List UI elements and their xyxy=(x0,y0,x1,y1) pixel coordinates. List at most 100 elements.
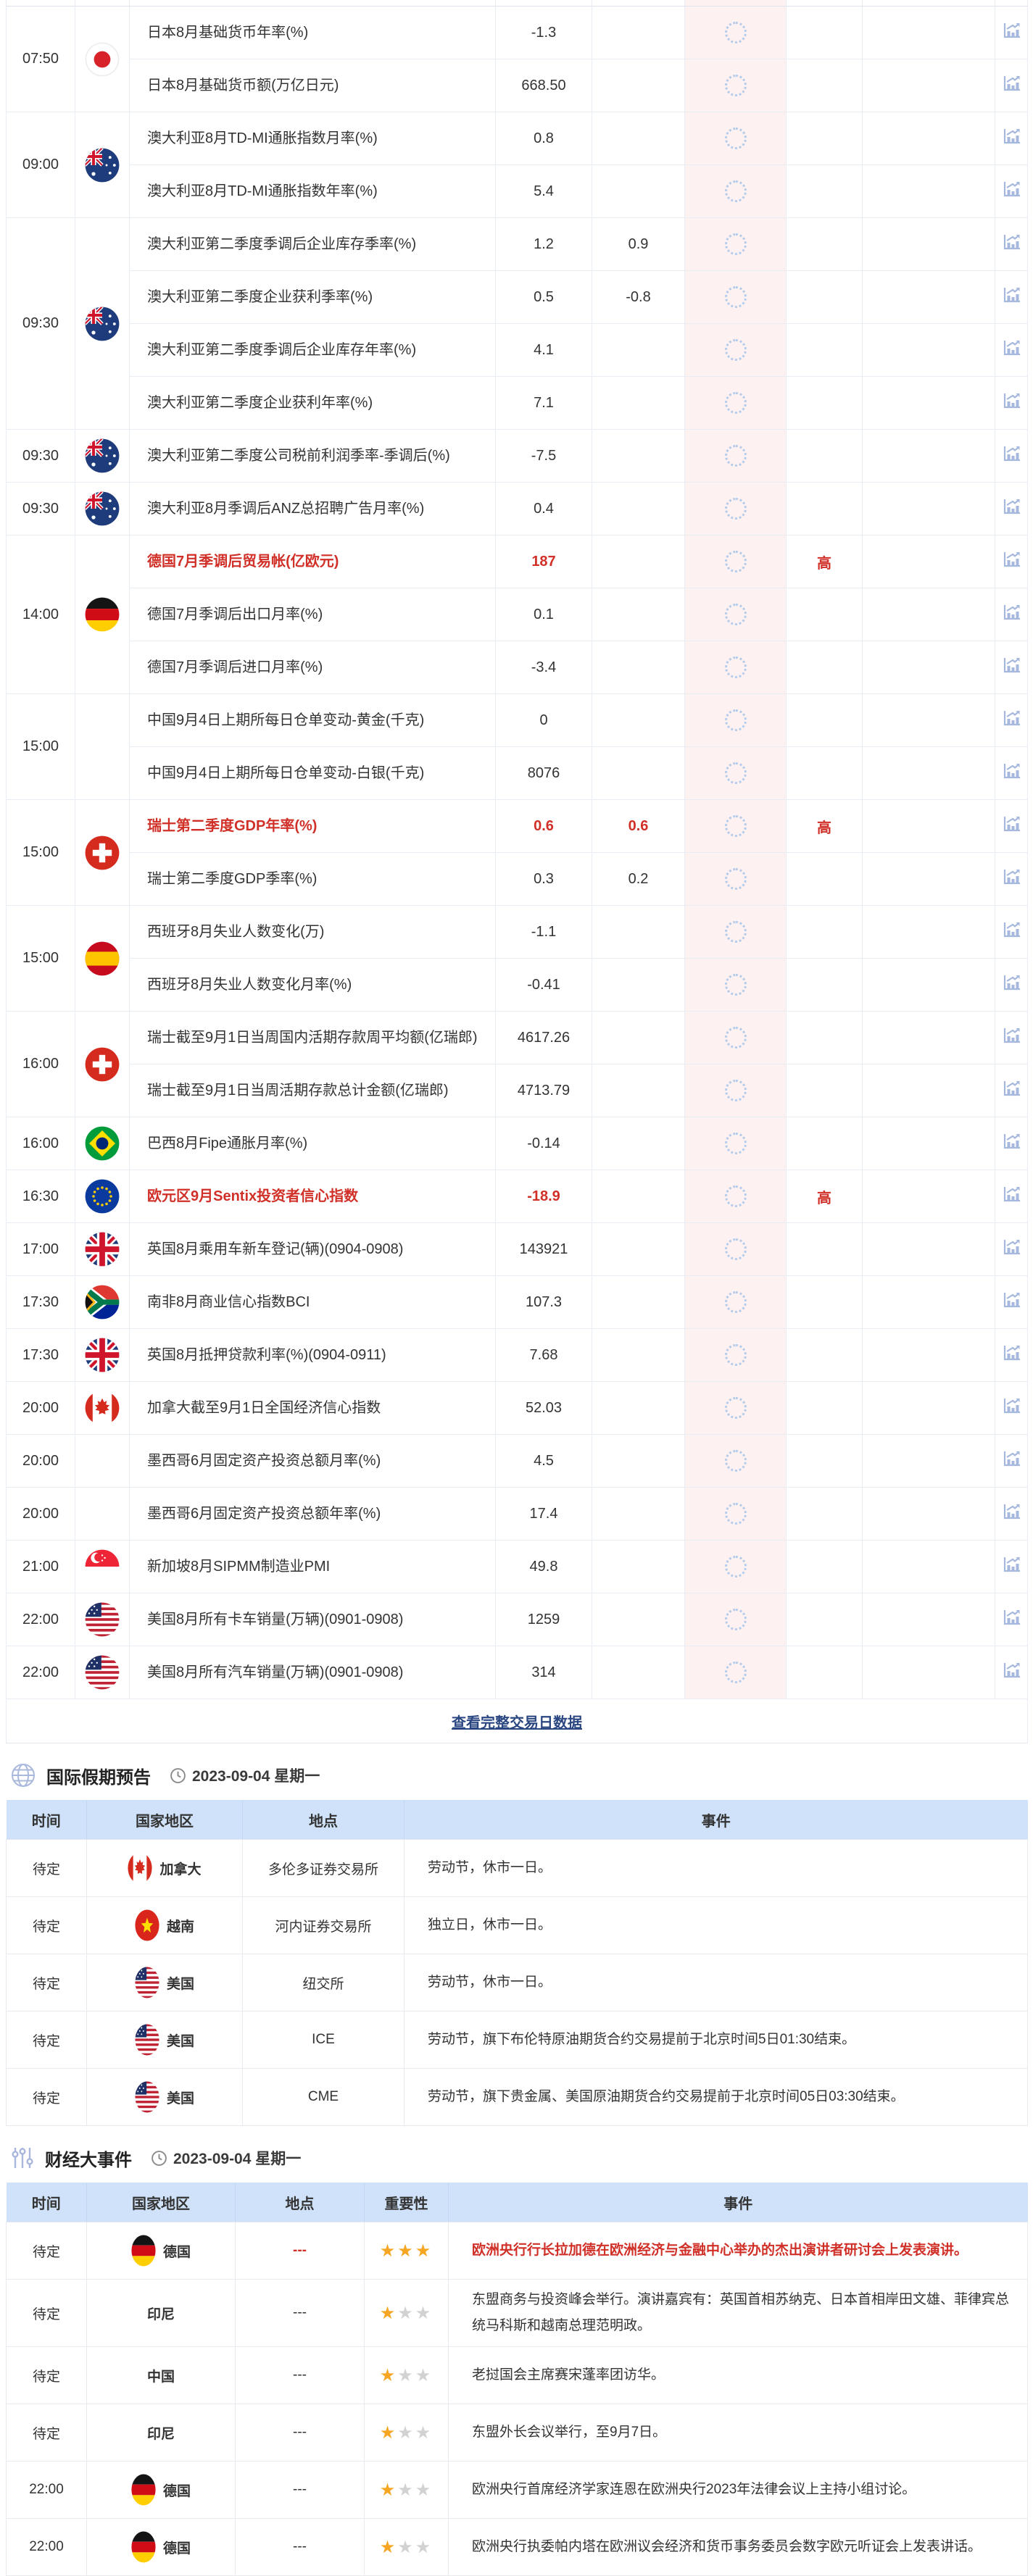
importance-cell xyxy=(786,588,863,641)
chart-icon[interactable] xyxy=(1002,498,1021,520)
chart-icon[interactable] xyxy=(1002,709,1021,732)
previous-value: -1.1 xyxy=(495,905,592,959)
holiday-header-cell: 时间 xyxy=(6,1800,87,1840)
flag-empty-cell xyxy=(75,1487,130,1541)
chart-cell xyxy=(995,905,1028,959)
chart-icon[interactable] xyxy=(1002,286,1021,309)
chart-icon[interactable] xyxy=(1002,233,1021,256)
indicator-name: 美国8月所有卡车销量(万辆)(0901-0908) xyxy=(129,1593,496,1646)
chart-icon[interactable] xyxy=(1002,445,1021,467)
effect-cell xyxy=(862,59,995,112)
holiday-place: CME xyxy=(242,2068,405,2126)
chart-icon[interactable] xyxy=(1002,1238,1021,1261)
importance-cell xyxy=(786,746,863,800)
chart-icon[interactable] xyxy=(1002,974,1021,996)
chart-icon[interactable] xyxy=(1002,1344,1021,1367)
chart-icon[interactable] xyxy=(1002,1027,1021,1049)
loading-spinner-icon xyxy=(724,1133,747,1154)
chart-cell xyxy=(995,270,1028,324)
indicator-row: 20:00 墨西哥6月固定资产投资总额年率(%) 17.4 xyxy=(6,1487,1028,1541)
loading-spinner-icon xyxy=(724,128,747,149)
actual-value-loading xyxy=(684,376,787,430)
flag-spain-icon xyxy=(75,905,130,1012)
chart-icon[interactable] xyxy=(1002,22,1021,44)
chart-icon[interactable] xyxy=(1002,1185,1021,1208)
chart-icon[interactable] xyxy=(1002,1609,1021,1631)
event-place: --- xyxy=(235,2278,365,2348)
indicator-name: 美国8月所有汽车销量(万辆)(0901-0908) xyxy=(129,1646,496,1699)
table-top-strip xyxy=(6,0,1028,7)
previous-value: 0.4 xyxy=(495,482,592,535)
flag-germany-icon xyxy=(131,2531,156,2563)
chart-icon[interactable] xyxy=(1002,1080,1021,1102)
chart-icon[interactable] xyxy=(1002,1133,1021,1155)
forecast-value: 0.6 xyxy=(592,799,685,853)
actual-value-loading xyxy=(684,1064,787,1117)
chart-icon[interactable] xyxy=(1002,1397,1021,1420)
chart-cell xyxy=(995,1487,1028,1541)
flag-australia-icon xyxy=(75,112,130,218)
actual-value-loading xyxy=(684,270,787,324)
flag-uk-icon xyxy=(75,1328,130,1382)
indicator-name: 澳大利亚第二季度季调后企业库存年率(%) xyxy=(129,323,496,377)
chart-icon[interactable] xyxy=(1002,921,1021,943)
holiday-country: 美国 xyxy=(86,2011,243,2069)
country-name: 美国 xyxy=(166,1976,194,1992)
forecast-value xyxy=(592,164,685,218)
chart-icon[interactable] xyxy=(1002,1662,1021,1684)
loading-spinner-icon xyxy=(724,1344,747,1366)
event-country: 印尼 xyxy=(86,2404,236,2462)
effect-cell xyxy=(862,1540,995,1593)
chart-cell xyxy=(995,1381,1028,1435)
event-place: --- xyxy=(235,2346,365,2405)
importance-cell xyxy=(786,1064,863,1117)
indicator-name: 中国9月4日上期所每日仓单变动-白银(千克) xyxy=(129,746,496,800)
chart-icon[interactable] xyxy=(1002,868,1021,891)
chart-icon[interactable] xyxy=(1002,392,1021,414)
event-place: --- xyxy=(235,2461,365,2519)
holiday-row: 待定 美国 CME 劳动节，旗下贵金属、美国原油期货合约交易提前于北京时间05日03:… xyxy=(6,2068,1028,2126)
chart-icon[interactable] xyxy=(1002,1556,1021,1578)
flag-empty-cell xyxy=(75,693,130,800)
chart-icon[interactable] xyxy=(1002,815,1021,838)
event-row: 待定 德国 --- ★★★ 欧洲央行行长拉加德在欧洲经济与金融中心举办的杰出演讲者研讨会… xyxy=(6,2222,1028,2280)
chart-icon[interactable] xyxy=(1002,604,1021,626)
event-row: 待定 印尼 --- ★★★ 东盟商务与投资峰会举行。演讲嘉宾有：英国首相苏纳克、日本首相… xyxy=(6,2278,1028,2348)
chart-icon[interactable] xyxy=(1002,762,1021,785)
star-icon: ★ xyxy=(379,2422,398,2443)
loading-spinner-icon xyxy=(724,1450,747,1472)
view-full-day-link[interactable]: 查看完整交易日数据 xyxy=(452,1714,582,1731)
holiday-event: 劳动节，旗下布伦特原油期货合约交易提前于北京时间5日01:30结束。 xyxy=(404,2011,1028,2069)
chart-icon[interactable] xyxy=(1002,180,1021,203)
forecast-value xyxy=(592,535,685,588)
indicator-name: 德国7月季调后贸易帐(亿欧元) xyxy=(129,535,496,588)
actual-value-loading xyxy=(684,1117,787,1170)
events-section-title: 财经大事件 xyxy=(45,2150,132,2170)
chart-icon[interactable] xyxy=(1002,75,1021,97)
chart-icon[interactable] xyxy=(1002,1450,1021,1472)
indicator-row: 15:00 瑞士第二季度GDP年率(%) 0.6 0.6 高 xyxy=(6,799,1028,906)
star-icon: ★ xyxy=(415,2241,433,2261)
event-country: 印尼 xyxy=(86,2278,236,2348)
loading-spinner-icon xyxy=(724,1291,747,1313)
forecast-value xyxy=(592,958,685,1012)
chart-cell xyxy=(995,1328,1028,1382)
indicator-name: 澳大利亚8月TD-MI通胀指数年率(%) xyxy=(129,164,496,218)
chart-icon[interactable] xyxy=(1002,339,1021,362)
holiday-event: 劳动节，休市一日。 xyxy=(404,1839,1028,1897)
chart-icon[interactable] xyxy=(1002,1291,1021,1314)
clock-icon xyxy=(151,2150,167,2167)
chart-icon[interactable] xyxy=(1002,1503,1021,1525)
flag-brazil-icon xyxy=(75,1117,130,1170)
previous-value: 0.1 xyxy=(495,588,592,641)
time-cell: 14:00 xyxy=(6,535,75,694)
chart-icon[interactable] xyxy=(1002,656,1021,679)
chart-icon[interactable] xyxy=(1002,551,1021,573)
event-country: 德国 xyxy=(86,2461,236,2519)
chart-icon[interactable] xyxy=(1002,128,1021,150)
events-header-row: 时间 国家地区 地点 重要性 事件 xyxy=(6,2183,1028,2222)
effect-cell xyxy=(862,6,995,59)
star-icon: ★ xyxy=(379,2241,398,2261)
loading-spinner-icon xyxy=(724,445,747,467)
